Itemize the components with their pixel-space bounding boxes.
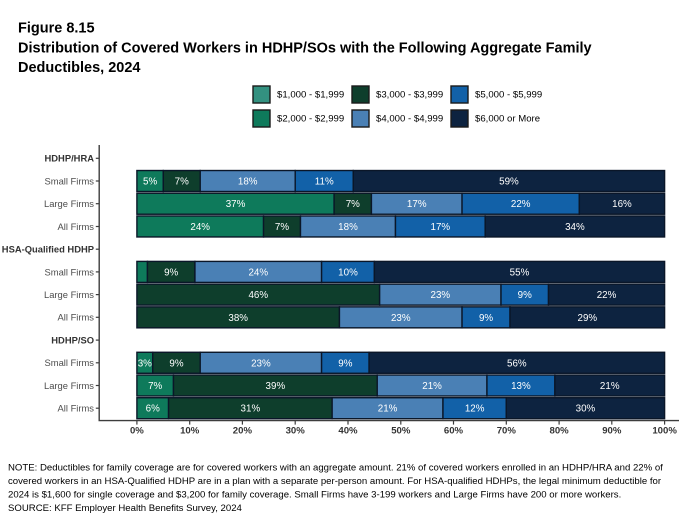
- svg-text:37%: 37%: [226, 199, 246, 210]
- svg-text:$6,000 or More: $6,000 or More: [475, 114, 540, 125]
- svg-text:HSA-Qualified HDHP: HSA-Qualified HDHP: [2, 244, 94, 255]
- svg-text:55%: 55%: [510, 267, 530, 278]
- svg-text:31%: 31%: [241, 404, 261, 415]
- svg-text:Figure 8.15: Figure 8.15: [18, 21, 95, 37]
- svg-text:17%: 17%: [431, 222, 451, 233]
- svg-text:46%: 46%: [248, 290, 268, 301]
- svg-text:24%: 24%: [190, 222, 210, 233]
- svg-text:7%: 7%: [175, 177, 189, 188]
- svg-text:50%: 50%: [391, 426, 411, 437]
- svg-text:All Firms: All Firms: [58, 312, 95, 323]
- svg-text:NOTE: Deductibles for family c: NOTE: Deductibles for family coverage ar…: [8, 463, 663, 474]
- svg-text:30%: 30%: [286, 426, 306, 437]
- svg-text:5%: 5%: [143, 177, 157, 188]
- svg-text:21%: 21%: [600, 381, 620, 392]
- svg-text:39%: 39%: [266, 381, 286, 392]
- svg-text:16%: 16%: [612, 199, 632, 210]
- svg-text:11%: 11%: [315, 177, 334, 188]
- svg-text:90%: 90%: [602, 426, 622, 437]
- svg-text:80%: 80%: [549, 426, 569, 437]
- svg-text:21%: 21%: [422, 381, 442, 392]
- svg-text:Small Firms: Small Firms: [45, 175, 95, 186]
- svg-text:Large Firms: Large Firms: [44, 380, 94, 391]
- svg-text:21%: 21%: [378, 404, 398, 415]
- svg-text:covered workers in an HSA-Qual: covered workers in an HSA-Qualified HDHP…: [8, 476, 662, 487]
- svg-text:3%: 3%: [138, 358, 152, 369]
- svg-text:38%: 38%: [228, 313, 248, 324]
- svg-text:23%: 23%: [431, 290, 451, 301]
- svg-text:56%: 56%: [507, 358, 527, 369]
- svg-text:22%: 22%: [511, 199, 531, 210]
- svg-text:30%: 30%: [576, 404, 596, 415]
- svg-text:SOURCE: KFF Employer Health Be: SOURCE: KFF Employer Health Benefits Sur…: [8, 503, 243, 514]
- svg-text:9%: 9%: [164, 267, 178, 278]
- svg-text:18%: 18%: [338, 222, 358, 233]
- svg-text:Large Firms: Large Firms: [44, 198, 94, 209]
- svg-text:13%: 13%: [511, 381, 531, 392]
- svg-text:$4,000 - $4,999: $4,000 - $4,999: [376, 114, 443, 125]
- svg-text:10%: 10%: [338, 267, 358, 278]
- svg-text:10%: 10%: [180, 426, 200, 437]
- svg-text:7%: 7%: [346, 199, 360, 210]
- svg-text:24%: 24%: [248, 267, 268, 278]
- svg-text:20%: 20%: [233, 426, 253, 437]
- svg-text:100%: 100%: [652, 426, 677, 437]
- svg-text:40%: 40%: [338, 426, 358, 437]
- svg-text:6%: 6%: [146, 404, 160, 415]
- svg-text:Large Firms: Large Firms: [44, 289, 94, 300]
- svg-text:17%: 17%: [407, 199, 427, 210]
- svg-text:HDHP/HRA: HDHP/HRA: [45, 153, 95, 164]
- svg-text:22%: 22%: [597, 290, 617, 301]
- svg-text:HDHP/SO: HDHP/SO: [51, 335, 94, 346]
- svg-text:2024 is $1,600 for single cove: 2024 is $1,600 for single coverage and $…: [8, 490, 621, 501]
- svg-text:9%: 9%: [479, 313, 493, 324]
- svg-text:9%: 9%: [338, 358, 352, 369]
- svg-text:9%: 9%: [169, 358, 183, 369]
- svg-text:34%: 34%: [565, 222, 585, 233]
- svg-text:Deductibles, 2024: Deductibles, 2024: [18, 60, 141, 76]
- svg-text:$5,000 - $5,999: $5,000 - $5,999: [475, 90, 542, 101]
- svg-text:12%: 12%: [465, 404, 485, 415]
- svg-text:23%: 23%: [251, 358, 271, 369]
- svg-text:0%: 0%: [130, 426, 144, 437]
- svg-text:59%: 59%: [499, 177, 519, 188]
- svg-text:9%: 9%: [518, 290, 532, 301]
- svg-text:70%: 70%: [497, 426, 517, 437]
- svg-text:23%: 23%: [391, 313, 411, 324]
- svg-text:7%: 7%: [275, 222, 289, 233]
- svg-text:All Firms: All Firms: [58, 221, 95, 232]
- svg-text:$2,000 - $2,999: $2,000 - $2,999: [277, 114, 344, 125]
- svg-text:Small Firms: Small Firms: [45, 357, 95, 368]
- svg-text:$1,000 - $1,999: $1,000 - $1,999: [277, 90, 344, 101]
- svg-text:$3,000 - $3,999: $3,000 - $3,999: [376, 90, 443, 101]
- svg-text:29%: 29%: [578, 313, 598, 324]
- svg-text:18%: 18%: [238, 177, 258, 188]
- svg-text:Distribution of Covered Worker: Distribution of Covered Workers in HDHP/…: [18, 40, 592, 56]
- svg-text:Small Firms: Small Firms: [45, 266, 95, 277]
- svg-text:All Firms: All Firms: [58, 403, 95, 414]
- svg-text:7%: 7%: [148, 381, 162, 392]
- svg-text:60%: 60%: [444, 426, 464, 437]
